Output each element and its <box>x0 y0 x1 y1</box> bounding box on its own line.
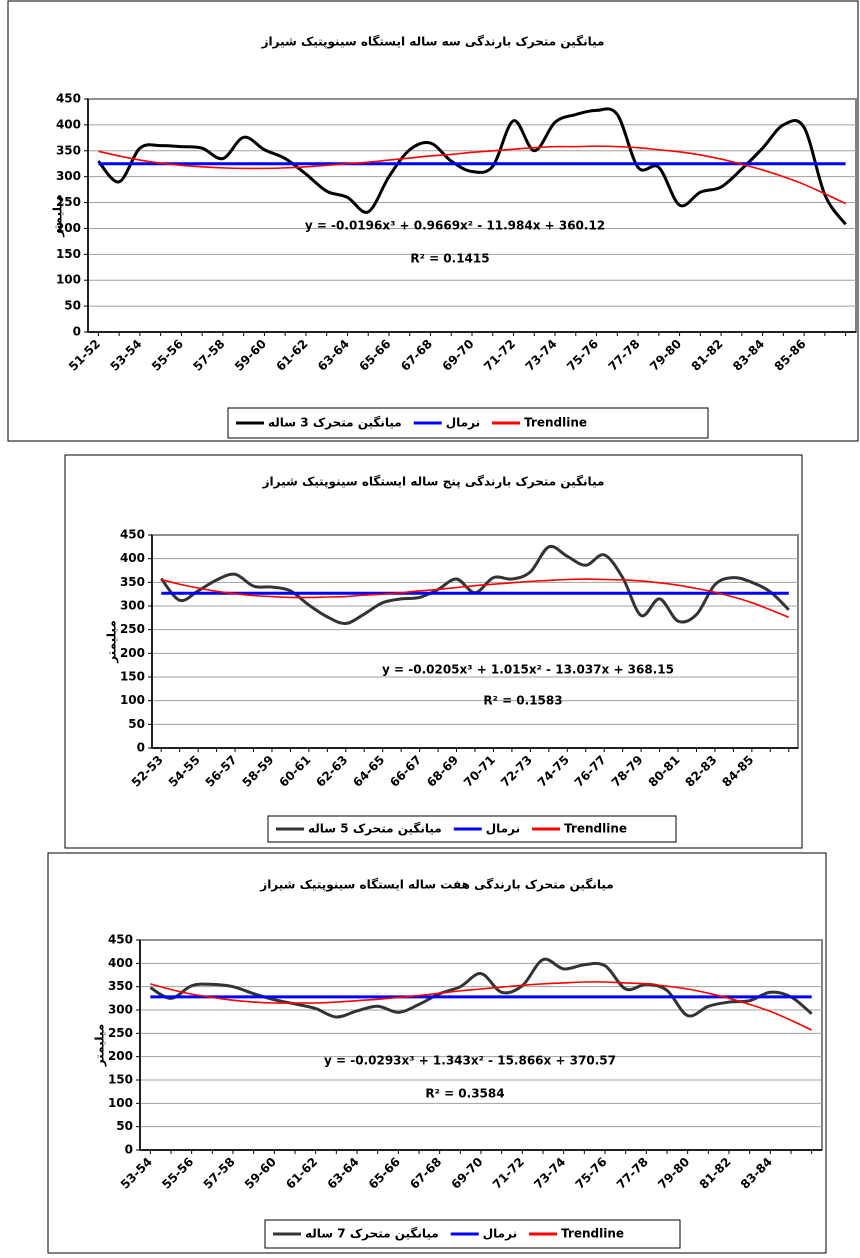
y-tick-label: 350 <box>120 575 145 589</box>
series-line <box>161 578 790 619</box>
y-tick-label: 150 <box>56 247 81 261</box>
r-squared: R² = 0.1583 <box>483 694 562 708</box>
y-tick-label: 300 <box>56 169 81 183</box>
y-tick-label: 50 <box>128 717 145 731</box>
legend-label: میانگین متحرک 5 ساله <box>308 822 442 836</box>
y-tick-label: 50 <box>64 299 81 313</box>
y-tick-label: 450 <box>108 933 133 947</box>
y-tick-label: 250 <box>56 195 81 209</box>
r-squared: R² = 0.1415 <box>410 252 489 266</box>
y-axis-label: میلیمتر <box>51 194 65 238</box>
series-line <box>97 107 847 226</box>
y-tick-label: 450 <box>56 92 81 106</box>
legend-label: نرمال <box>446 416 480 430</box>
plot-area <box>139 939 823 1151</box>
y-tick-label: 400 <box>108 956 133 970</box>
y-tick-label: 200 <box>56 221 81 235</box>
y-tick-label: 350 <box>56 143 81 157</box>
y-tick-label: 200 <box>120 646 145 660</box>
legend-label: میانگین متحرک 3 ساله <box>268 416 402 430</box>
y-tick-label: 0 <box>137 741 145 755</box>
y-tick-label: 150 <box>108 1073 133 1087</box>
y-tick-label: 200 <box>108 1049 133 1063</box>
y-tick-label: 0 <box>125 1143 133 1157</box>
y-tick-label: 100 <box>108 1096 133 1110</box>
y-tick-label: 100 <box>56 273 81 287</box>
y-tick-label: 250 <box>120 622 145 636</box>
y-tick-label: 350 <box>108 979 133 993</box>
legend-label: Trendline <box>561 1227 624 1241</box>
series-line <box>150 981 813 1031</box>
legend-label: نرمال <box>486 822 520 836</box>
legend-label: نرمال <box>483 1227 517 1241</box>
y-tick-label: 50 <box>116 1119 133 1133</box>
y-tick-label: 400 <box>120 551 145 565</box>
y-tick-label: 300 <box>120 599 145 613</box>
y-tick-label: 450 <box>120 528 145 542</box>
plot-area <box>87 98 857 333</box>
trend-equation: y = -0.0196x³ + 0.9669x² - 11.984x + 360… <box>305 219 605 233</box>
y-tick-label: 300 <box>108 1003 133 1017</box>
chart-title: میانگین متحرک بارندگی هفت ساله ایستگاه س… <box>259 878 613 893</box>
r-squared: R² = 0.3584 <box>425 1087 504 1101</box>
y-tick-label: 250 <box>108 1026 133 1040</box>
legend-label: Trendline <box>564 822 627 836</box>
y-axis-label: میلیمتر <box>93 1024 107 1068</box>
chart-title: میانگین متحرک بارندگی پنج ساله ایستگاه س… <box>262 475 605 490</box>
chart-title: میانگین متحرک بارندگی سه ساله ایستگاه سی… <box>261 35 605 50</box>
legend-label: میانگین متحرک 7 ساله <box>305 1227 439 1241</box>
y-tick-label: 400 <box>56 117 81 131</box>
legend-label: Trendline <box>524 416 587 430</box>
trend-equation: y = -0.0293x³ + 1.343x² - 15.866x + 370.… <box>324 1054 616 1068</box>
series-line <box>98 145 846 205</box>
y-axis-label: میلیمتر <box>105 620 119 664</box>
y-tick-label: 0 <box>73 325 81 339</box>
plot-area <box>151 534 799 749</box>
y-tick-label: 100 <box>120 693 145 707</box>
trend-equation: y = -0.0205x³ + 1.015x² - 13.037x + 368.… <box>382 663 674 677</box>
legend-box <box>227 407 709 439</box>
y-tick-label: 150 <box>120 670 145 684</box>
